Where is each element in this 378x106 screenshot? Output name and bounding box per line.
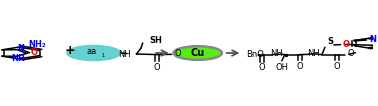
Text: NH: NH [307, 49, 319, 58]
Text: O: O [343, 40, 350, 49]
Text: aa: aa [86, 47, 96, 56]
Text: O: O [296, 62, 303, 71]
Text: O: O [153, 63, 160, 72]
Text: NH₂: NH₂ [28, 40, 45, 49]
Text: S: S [327, 37, 333, 46]
Text: OH: OH [275, 63, 288, 72]
Text: Cu: Cu [191, 48, 205, 58]
Text: O: O [31, 48, 38, 57]
Text: ₁: ₁ [102, 50, 105, 59]
Text: NH: NH [11, 54, 25, 63]
Text: O: O [348, 49, 355, 58]
Text: BnO: BnO [246, 50, 264, 59]
Text: NH: NH [270, 49, 283, 58]
Text: O: O [259, 63, 265, 73]
Text: +: + [64, 44, 75, 57]
Text: SH: SH [149, 36, 162, 45]
Text: NH: NH [118, 50, 131, 59]
Text: O: O [333, 62, 340, 71]
Circle shape [174, 46, 222, 60]
Text: N: N [370, 35, 377, 44]
Circle shape [67, 45, 121, 61]
Text: O: O [175, 49, 181, 58]
Text: N: N [17, 44, 24, 53]
